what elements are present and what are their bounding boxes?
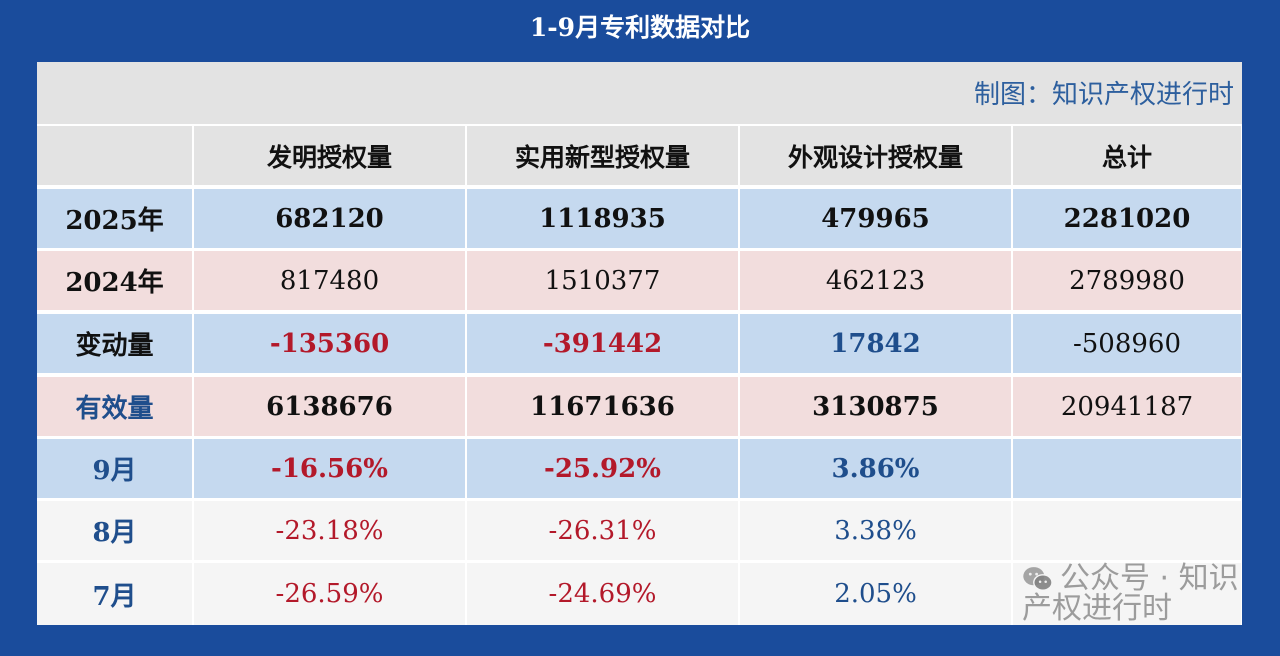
table-cell: 2789980 [1013,251,1241,310]
header-cell [37,126,192,185]
header-cell: 外观设计授权量 [740,126,1011,185]
table-cell: -508960 [1013,314,1241,373]
table-cell: 20941187 [1013,377,1241,436]
table-row: 变动量 -135360 -391442 17842 -508960 [37,314,1242,373]
page-title: 1-9月专利数据对比 [529,13,751,42]
table-cell: -135360 [194,314,465,373]
table-cell: -24.69% [467,563,738,625]
table-cell: 3.86% [740,439,1011,498]
table-cell: 479965 [740,189,1011,248]
watermark: 公众号 · 知识产权进行时 [1022,563,1240,625]
patent-data-table: 制图：知识产权进行时 发明授权量 实用新型授权量 外观设计授权量 总计 2025… [37,62,1242,625]
table-caption: 制图：知识产权进行时 [37,62,1242,124]
table-cell: -26.59% [194,563,465,625]
table-cell: 462123 [740,251,1011,310]
header-cell: 总计 [1013,126,1241,185]
table-row: 2024年 817480 1510377 462123 2789980 [37,251,1242,310]
row-label: 有效量 [37,377,192,436]
header-cell: 实用新型授权量 [467,126,738,185]
table-cell [1013,439,1241,498]
table-cell: 1118935 [467,189,738,248]
table-cell: -26.31% [467,501,738,560]
table-cell: 817480 [194,251,465,310]
table-cell: 2.05% [740,563,1011,625]
table-row: 有效量 6138676 11671636 3130875 20941187 [37,377,1242,436]
table-cell: -16.56% [194,439,465,498]
wechat-icon [1023,567,1053,591]
table-cell: 2281020 [1013,189,1241,248]
header-cell: 发明授权量 [194,126,465,185]
row-label: 8月 [37,501,192,560]
table-row: 2025年 682120 1118935 479965 2281020 [37,189,1242,248]
table-cell: -391442 [467,314,738,373]
table-cell: -23.18% [194,501,465,560]
row-label: 9月 [37,439,192,498]
table-cell: 3130875 [740,377,1011,436]
table-cell [1013,563,1241,625]
row-label: 2025年 [37,189,192,248]
header-row: 发明授权量 实用新型授权量 外观设计授权量 总计 [37,126,1242,185]
table-cell: 682120 [194,189,465,248]
watermark-text: 公众号 · 知识产权进行时 [1022,561,1239,626]
table-row: 7月 -26.59% -24.69% 2.05% [37,563,1242,625]
table-cell [1013,501,1241,560]
table-cell: 17842 [740,314,1011,373]
row-label: 7月 [37,563,192,625]
table-cell: 1510377 [467,251,738,310]
table-cell: 11671636 [467,377,738,436]
row-label: 2024年 [37,251,192,310]
table-cell: 6138676 [194,377,465,436]
table-cell: 3.38% [740,501,1011,560]
caption-text: 制图：知识产权进行时 [973,80,1234,110]
row-label: 变动量 [37,314,192,373]
table-cell: -25.92% [467,439,738,498]
table-row: 8月 -23.18% -26.31% 3.38% [37,501,1242,560]
table-row: 9月 -16.56% -25.92% 3.86% [37,439,1242,498]
